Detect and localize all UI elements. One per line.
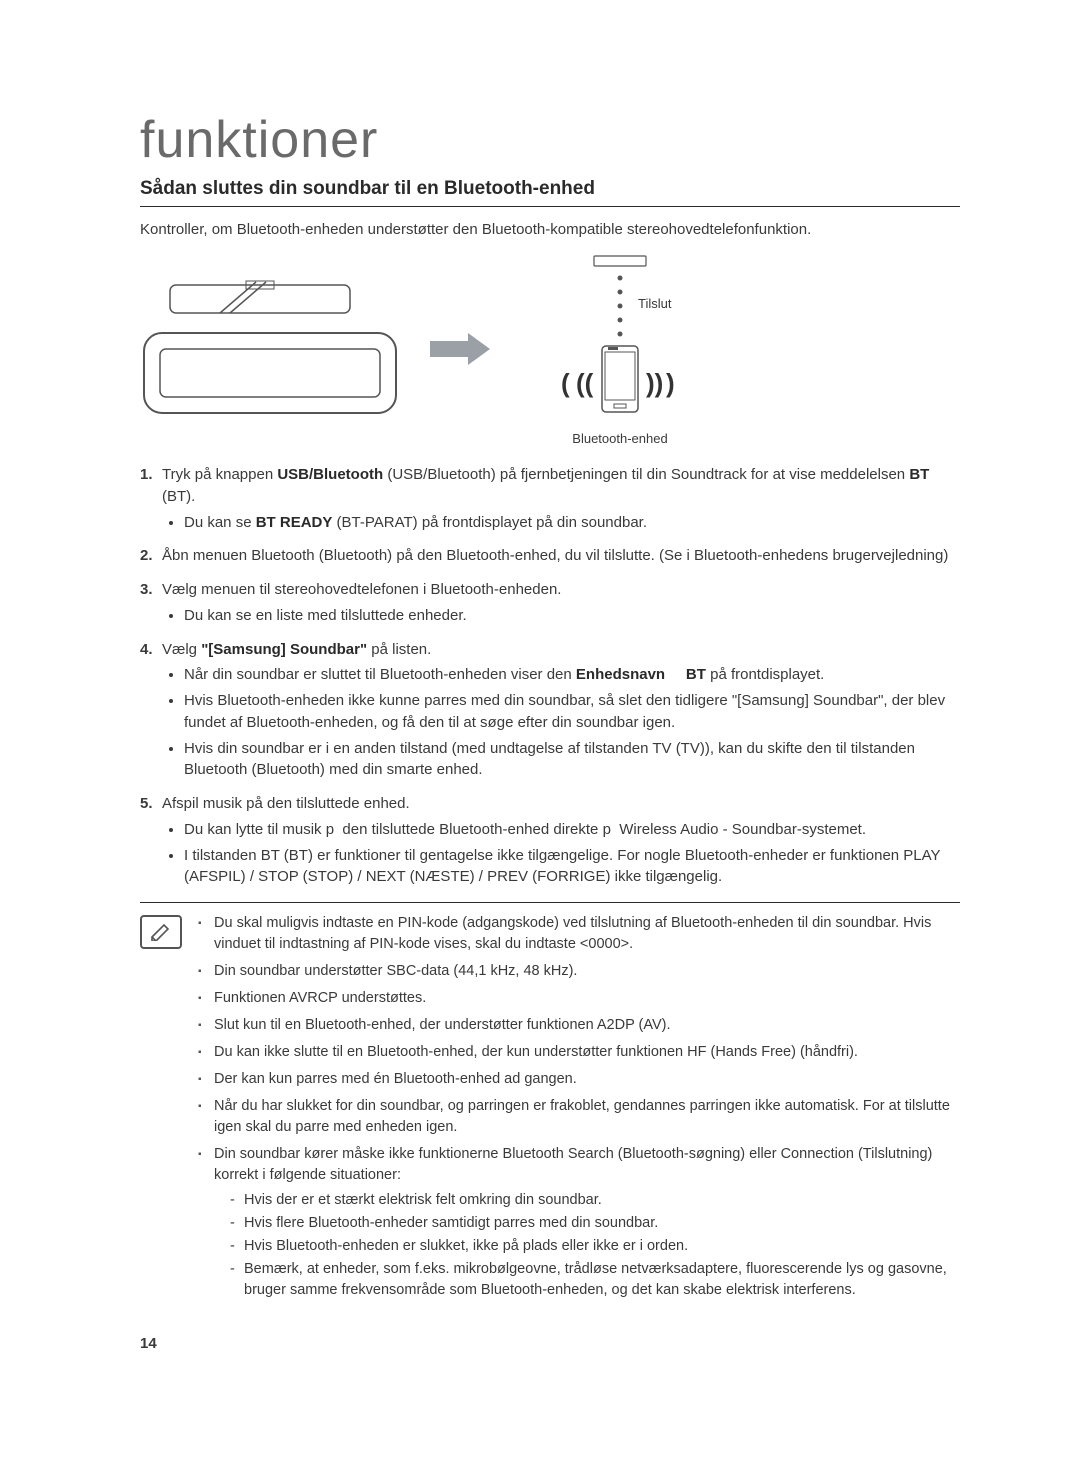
note-text: Din soundbar understøtter SBC-data (44,1… xyxy=(214,963,577,979)
note-dash-item: Bemærk, at enheder, som f.eks. mikrobølg… xyxy=(230,1259,960,1301)
step-subitem: I tilstanden BT (BT) er funktioner til g… xyxy=(184,845,960,889)
note-text: Din soundbar kører måske ikke funktioner… xyxy=(214,1146,932,1183)
notes-list: Du skal muligvis indtaste en PIN-kode (a… xyxy=(198,913,960,1307)
step-text: Afspil musik på den tilsluttede enhed. xyxy=(162,795,410,812)
soundbar-icon xyxy=(140,279,400,419)
svg-text:(: ( xyxy=(561,368,570,398)
note-dash-item: Hvis flere Bluetooth-enheder samtidigt p… xyxy=(230,1213,960,1234)
step-item: Tryk på knappen USB/Bluetooth (USB/Bluet… xyxy=(140,464,960,533)
step-text: Åbn menuen Bluetooth (Bluetooth) på den … xyxy=(162,547,948,564)
step-subitem: Du kan se BT READY (BT-PARAT) på frontdi… xyxy=(184,512,960,534)
note-item: Du kan ikke slutte til en Bluetooth-enhe… xyxy=(198,1042,960,1063)
note-item: Der kan kun parres med én Bluetooth-enhe… xyxy=(198,1069,960,1090)
step-item: Åbn menuen Bluetooth (Bluetooth) på den … xyxy=(140,545,960,567)
note-text: Slut kun til en Bluetooth-enhed, der und… xyxy=(214,1017,670,1033)
phone-diagram: Tilslut (( ( )) ) Bluetooth-enhed xyxy=(520,252,720,446)
step-subitem: Du kan lytte til musik p den tilsluttede… xyxy=(184,819,960,841)
note-text: Du kan ikke slutte til en Bluetooth-enhe… xyxy=(214,1044,858,1060)
phone-caption: Bluetooth-enhed xyxy=(572,431,667,446)
note-pencil-icon xyxy=(140,915,182,949)
connect-label: Tilslut xyxy=(638,296,671,311)
step-sublist: Når din soundbar er sluttet til Bluetoot… xyxy=(162,664,960,781)
svg-text:)): )) xyxy=(646,368,663,398)
page-number: 14 xyxy=(140,1335,960,1352)
arrow-right-icon xyxy=(430,331,490,367)
step-text: Tryk på knappen USB/Bluetooth (USB/Bluet… xyxy=(162,466,929,505)
note-dash-item: Hvis der er et stærkt elektrisk felt omk… xyxy=(230,1190,960,1211)
step-sublist: Du kan se BT READY (BT-PARAT) på frontdi… xyxy=(162,512,960,534)
svg-text:): ) xyxy=(666,368,675,398)
step-subitem: Du kan se en liste med tilsluttede enhed… xyxy=(184,605,960,627)
note-item: Din soundbar kører måske ikke funktioner… xyxy=(198,1144,960,1301)
step-sublist: Du kan lytte til musik p den tilsluttede… xyxy=(162,819,960,888)
step-subitem: Hvis Bluetooth-enheden ikke kunne parres… xyxy=(184,690,960,734)
note-item: Funktionen AVRCP understøttes. xyxy=(198,988,960,1009)
step-subitem: Når din soundbar er sluttet til Bluetoot… xyxy=(184,664,960,686)
step-subitem: Hvis din soundbar er i en anden tilstand… xyxy=(184,738,960,782)
note-item: Når du har slukket for din soundbar, og … xyxy=(198,1096,960,1138)
connection-diagram: Tilslut (( ( )) ) Bluetooth-enhed xyxy=(140,252,960,446)
note-item: Slut kun til en Bluetooth-enhed, der und… xyxy=(198,1015,960,1036)
step-item: Vælg menuen til stereohovedtelefonen i B… xyxy=(140,579,960,627)
note-text: Funktionen AVRCP understøttes. xyxy=(214,990,426,1006)
svg-text:((: (( xyxy=(576,368,594,398)
note-text: Du skal muligvis indtaste en PIN-kode (a… xyxy=(214,915,931,952)
note-dash-item: Hvis Bluetooth-enheden er slukket, ikke … xyxy=(230,1236,960,1257)
step-text: Vælg "[Samsung] Soundbar" på listen. xyxy=(162,641,431,658)
step-item: Afspil musik på den tilsluttede enhed. Du… xyxy=(140,793,960,888)
note-item: Du skal muligvis indtaste en PIN-kode (a… xyxy=(198,913,960,955)
manual-page: funktioner Sådan sluttes din soundbar ti… xyxy=(0,0,1080,1412)
step-text: Vælg menuen til stereohovedtelefonen i B… xyxy=(162,581,561,598)
note-text: Når du har slukket for din soundbar, og … xyxy=(214,1098,950,1135)
steps-list: Tryk på knappen USB/Bluetooth (USB/Bluet… xyxy=(140,464,960,888)
page-title: funktioner xyxy=(140,110,960,170)
step-sublist: Du kan se en liste med tilsluttede enhed… xyxy=(162,605,960,627)
note-dash-list: Hvis der er et stærkt elektrisk felt omk… xyxy=(214,1190,960,1301)
intro-text: Kontroller, om Bluetooth-enheden underst… xyxy=(140,221,960,238)
note-box: Du skal muligvis indtaste en PIN-kode (a… xyxy=(140,902,960,1307)
phone-icon: (( ( )) ) xyxy=(520,252,720,427)
section-heading: Sådan sluttes din soundbar til en Blueto… xyxy=(140,178,960,207)
step-item: Vælg "[Samsung] Soundbar" på listen. Når … xyxy=(140,639,960,782)
note-text: Der kan kun parres med én Bluetooth-enhe… xyxy=(214,1071,577,1087)
note-item: Din soundbar understøtter SBC-data (44,1… xyxy=(198,961,960,982)
note-icon-wrap xyxy=(140,913,182,1307)
